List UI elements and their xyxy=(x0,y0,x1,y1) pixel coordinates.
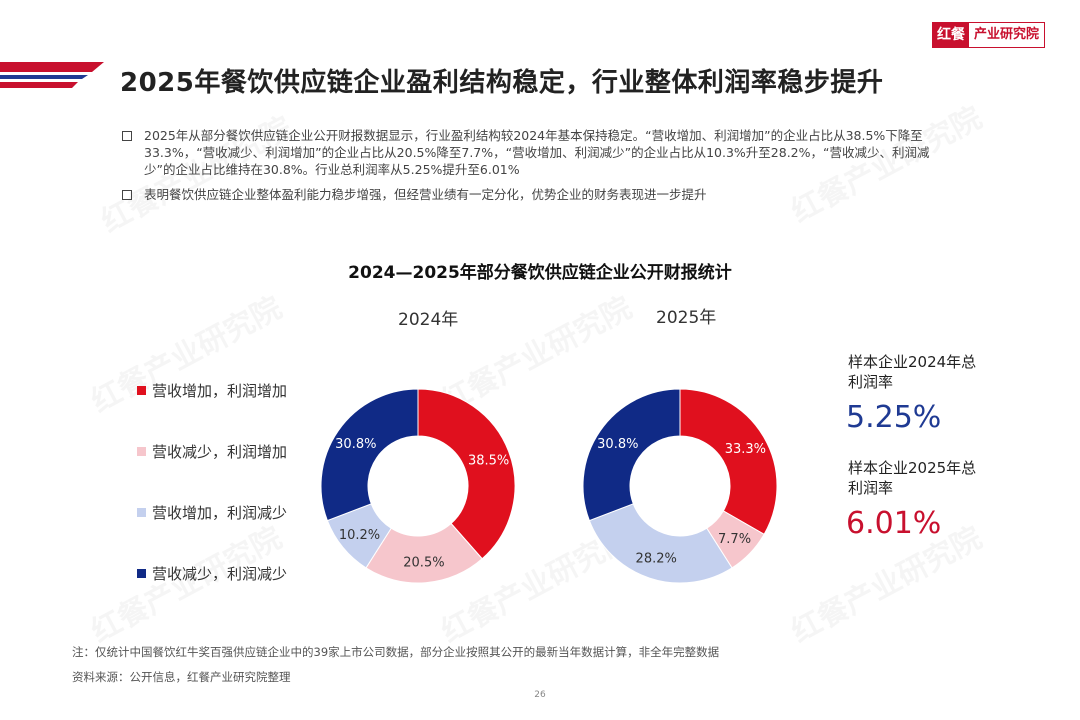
bullet-text: 表明餐饮供应链企业整体盈利能力稳步增强，但经营业绩有一定分化，优势企业的财务表现… xyxy=(144,187,707,202)
legend-item: 营收增加，利润增加 xyxy=(137,380,287,401)
profit-rate-2024-label: 样本企业2024年总利润率 xyxy=(848,353,977,391)
page-number: 26 xyxy=(534,690,546,700)
donut-data-label: 38.5% xyxy=(468,453,509,468)
legend-item: 营收减少，利润减少 xyxy=(137,563,287,584)
legend-swatch-2 xyxy=(137,508,146,517)
bullet-item: 2025年从部分餐饮供应链企业公开财报数据显示，行业盈利结构较2024年基本保持… xyxy=(122,127,952,178)
legend-label: 营收增加，利润减少 xyxy=(152,504,288,522)
legend-item: 营收减少，利润增加 xyxy=(137,441,287,462)
page-title: 2025年餐饮供应链企业盈利结构稳定，行业整体利润率稳步提升 xyxy=(120,68,884,98)
donut-data-label: 7.7% xyxy=(718,532,751,547)
legend-item: 营收增加，利润减少 xyxy=(137,502,287,523)
profit-rate-2025-label: 样本企业2025年总利润率 xyxy=(848,459,977,497)
profit-rate-2025-value: 6.01% xyxy=(846,506,942,541)
legend-label: 营收增加，利润增加 xyxy=(152,382,288,400)
donut-slice xyxy=(320,388,419,522)
legend-swatch-1 xyxy=(137,447,146,456)
donut-data-label: 33.3% xyxy=(725,442,766,457)
donut-data-label: 30.8% xyxy=(335,437,376,452)
chart-title: 2024—2025年部分餐饮供应链企业公开财报统计 xyxy=(348,263,732,283)
donut-slice xyxy=(588,503,733,584)
bullet-square-icon xyxy=(122,190,132,200)
donut-slice xyxy=(417,388,516,560)
donut-slice xyxy=(582,388,681,522)
header-stripe xyxy=(0,62,104,88)
legend-swatch-3 xyxy=(137,569,146,578)
donut-data-label: 10.2% xyxy=(339,528,380,543)
donut-slice xyxy=(365,522,483,584)
logo-primary: 红餐 xyxy=(933,23,969,47)
donut-data-label: 30.8% xyxy=(597,437,638,452)
logo-secondary: 产业研究院 xyxy=(969,23,1045,47)
legend-label: 营收减少，利润增加 xyxy=(152,443,288,461)
legend-swatch-0 xyxy=(137,386,146,395)
source-note: 资料来源：公开信息，红餐产业研究院整理 xyxy=(72,670,291,684)
donut-data-label: 28.2% xyxy=(636,552,677,567)
donut-year-label-2025: 2025年 xyxy=(656,308,717,328)
bullet-text: 2025年从部分餐饮供应链企业公开财报数据显示，行业盈利结构较2024年基本保持… xyxy=(144,128,930,177)
bullet-item: 表明餐饮供应链企业整体盈利能力稳步增强，但经营业绩有一定分化，优势企业的财务表现… xyxy=(122,186,952,203)
profit-rate-2024-value: 5.25% xyxy=(846,400,942,435)
brand-logo: 红餐 产业研究院 xyxy=(932,22,1046,48)
legend-label: 营收减少，利润减少 xyxy=(152,565,288,583)
donut-year-label-2024: 2024年 xyxy=(398,310,459,330)
footnote: 注：仅统计中国餐饮红牛奖百强供应链企业中的39家上市公司数据，部分企业按照其公开… xyxy=(72,645,720,659)
donut-slice xyxy=(679,388,778,536)
bullet-square-icon xyxy=(122,131,132,141)
donut-data-label: 20.5% xyxy=(403,555,444,570)
